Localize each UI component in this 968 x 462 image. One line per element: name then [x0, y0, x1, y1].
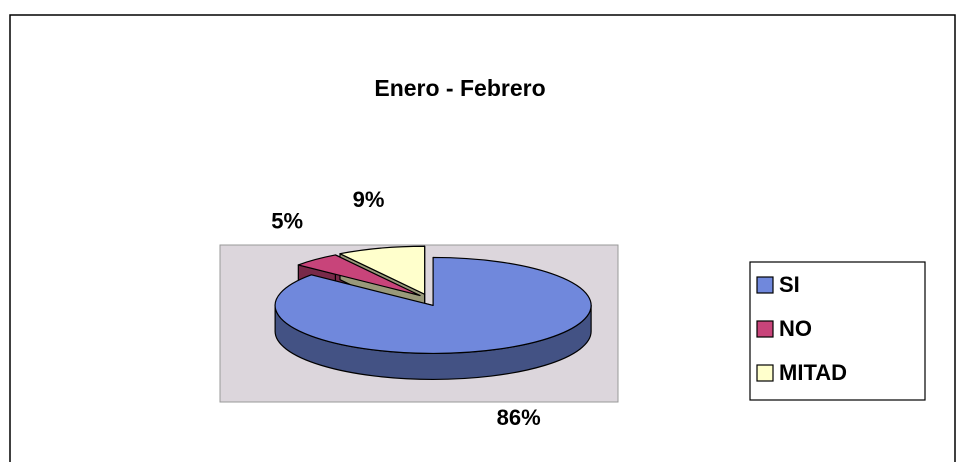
legend-label: SI	[779, 272, 800, 297]
data-label: 9%	[353, 187, 385, 212]
slice	[339, 245, 426, 295]
legend-swatch	[756, 364, 774, 382]
legend-swatch	[756, 276, 774, 294]
legend-swatch	[756, 320, 774, 338]
data-label: 86%	[497, 405, 541, 430]
chart-title: Enero - Febrero	[374, 75, 545, 101]
pie	[274, 245, 592, 381]
legend-label: MITAD	[779, 360, 847, 385]
slice	[297, 254, 421, 297]
slice	[274, 256, 592, 355]
data-label: 5%	[271, 209, 303, 234]
legend-label: NO	[779, 316, 812, 341]
legend	[749, 261, 926, 401]
